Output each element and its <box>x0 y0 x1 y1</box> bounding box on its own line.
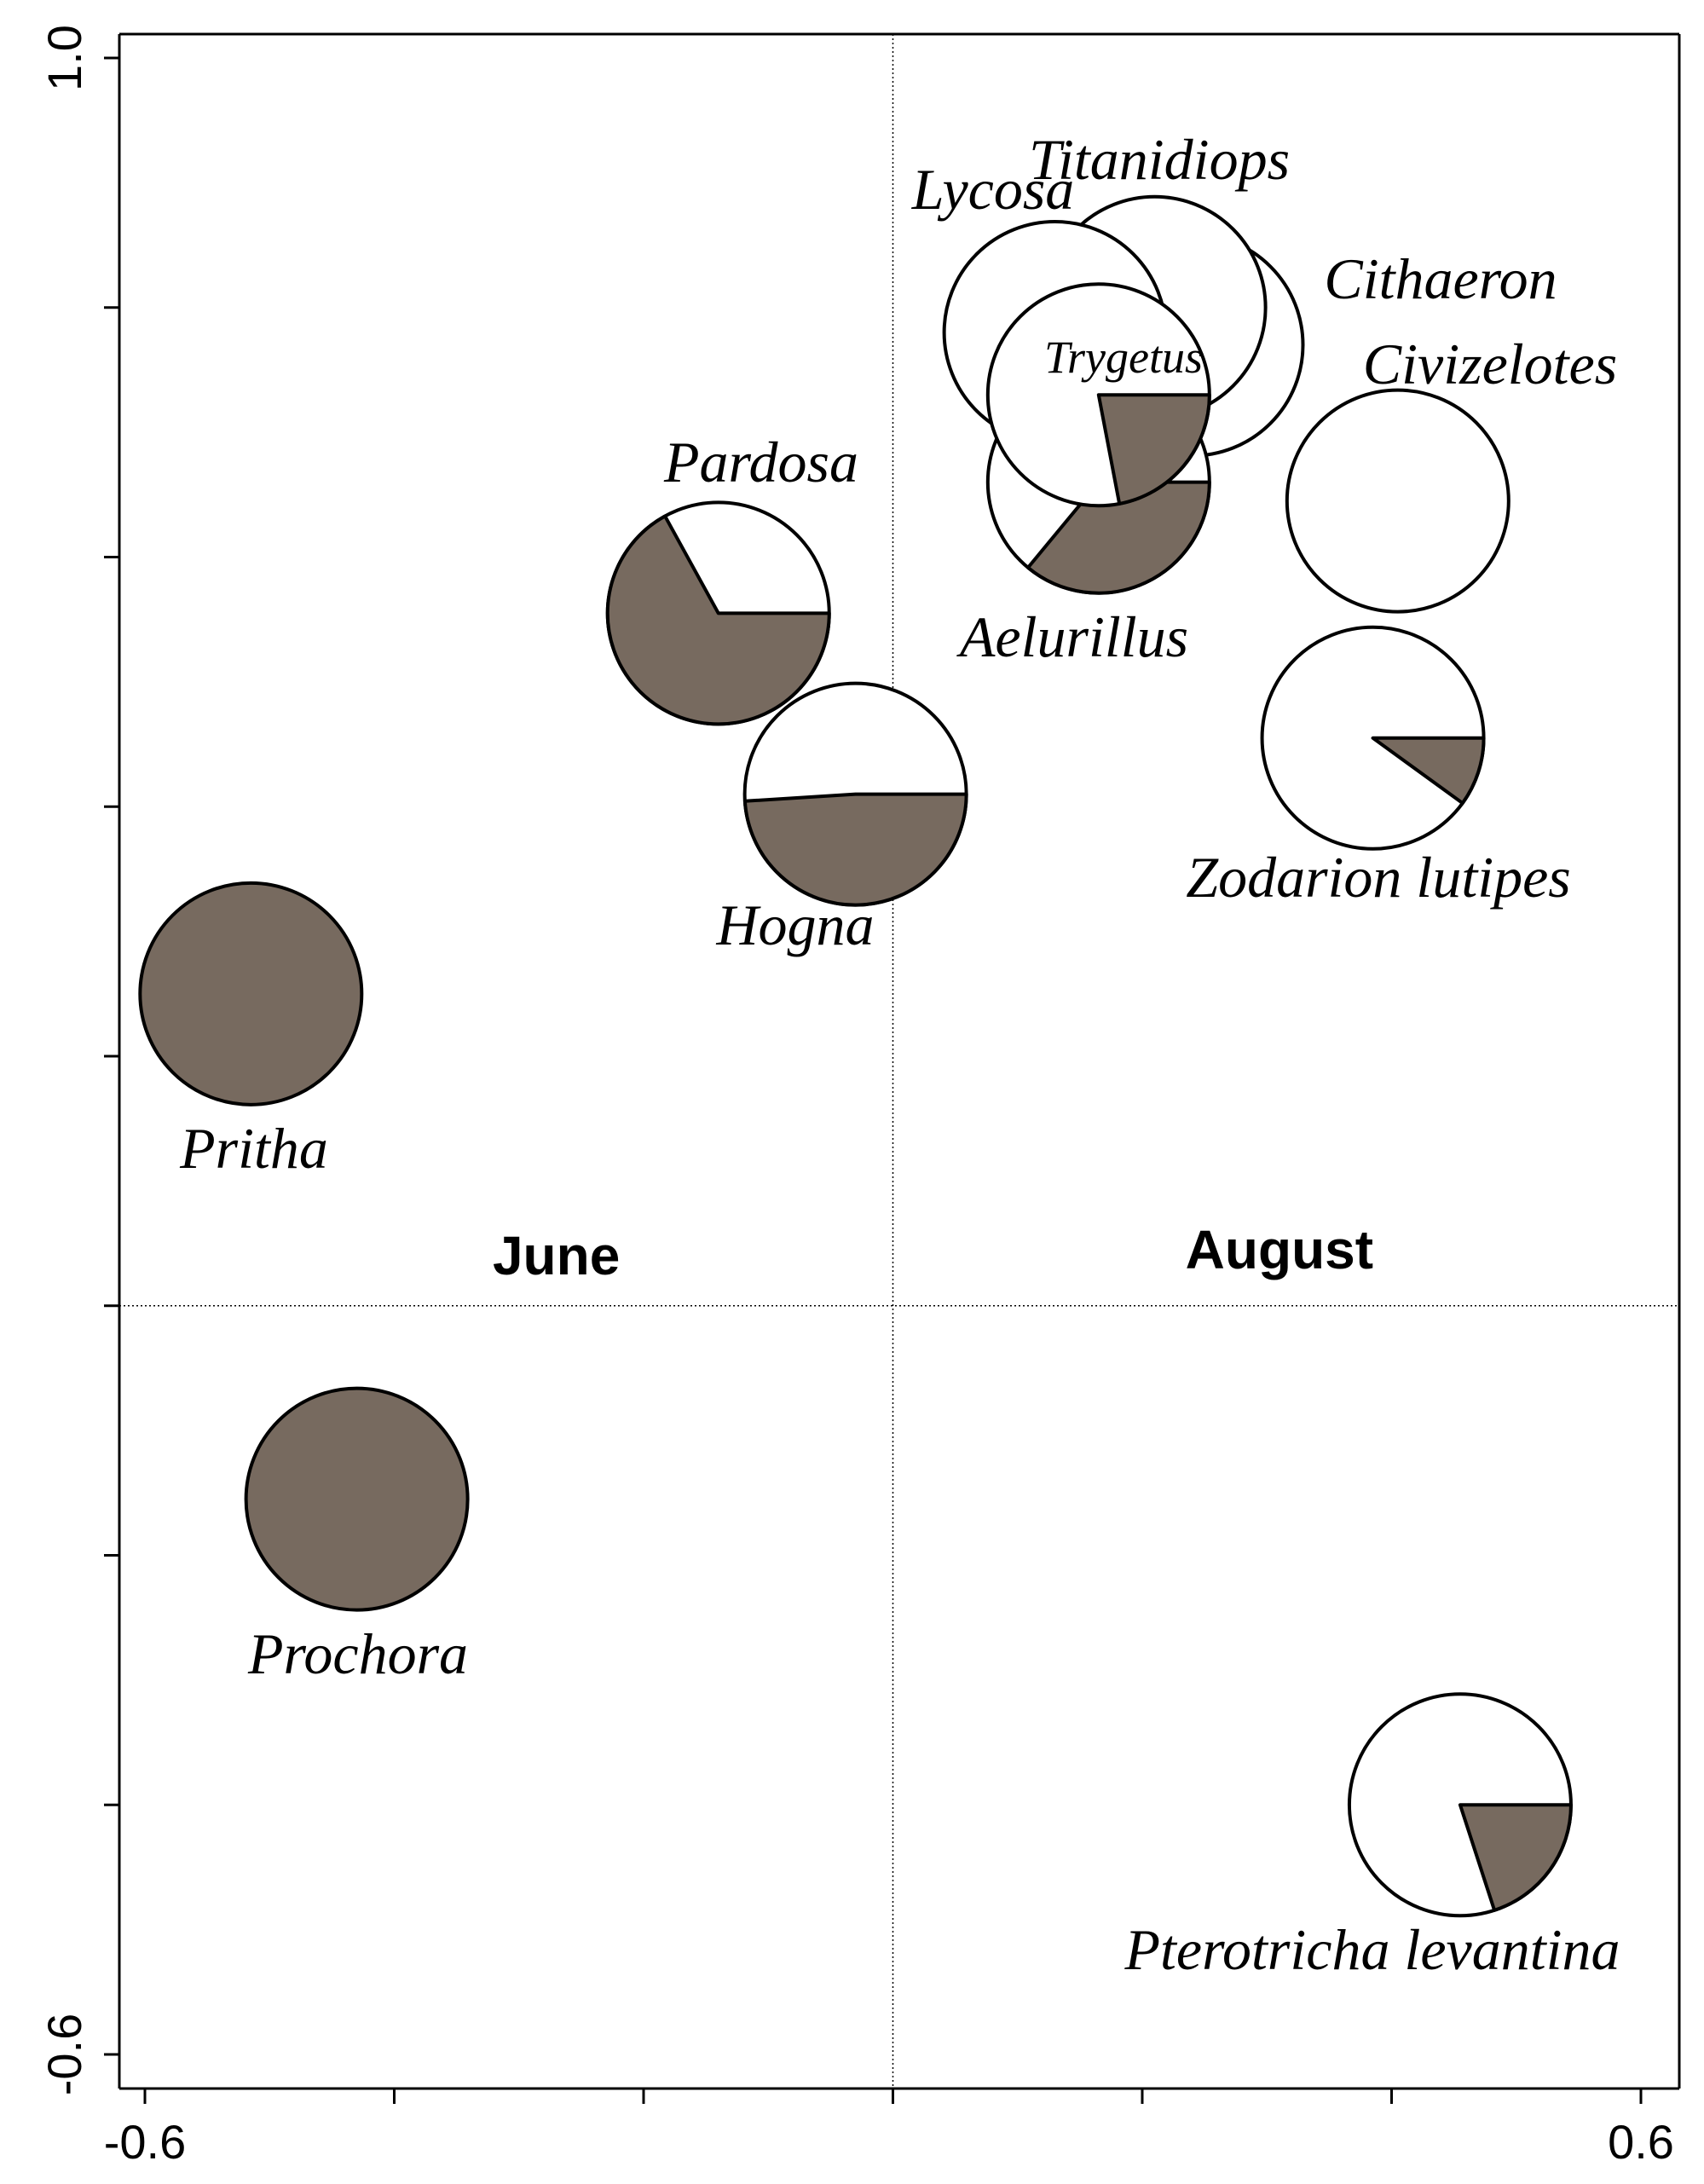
species-label: Cithaeron <box>1324 246 1557 311</box>
x-tick-label: -0.6 <box>104 2115 187 2169</box>
y-tick-label: -0.6 <box>38 2014 91 2096</box>
species-label: Aelurillus <box>956 604 1188 669</box>
species-label: Pardosa <box>663 430 858 494</box>
pie-slice-june <box>742 792 968 907</box>
species-label: Civizelotes <box>1363 332 1617 396</box>
pie-marker <box>742 681 968 907</box>
pie-slice-june <box>1458 1803 1573 1912</box>
pie-marker <box>244 1386 470 1612</box>
pie-marker <box>138 881 364 1106</box>
pie-marker <box>605 500 831 726</box>
pie-marker <box>1285 388 1510 614</box>
pie-slice-june <box>244 1386 470 1612</box>
pie-marker <box>1347 1692 1573 1918</box>
y-tick-label: 1.0 <box>38 25 91 91</box>
species-label: Pritha <box>179 1116 328 1181</box>
quadrant-labels: June August <box>493 1219 1373 1286</box>
quadrant-label: June <box>493 1225 620 1286</box>
axes: -0.6 0.6 -0.6 1.0 <box>38 25 1681 2169</box>
pie-slice-august <box>1285 388 1510 614</box>
pie-slice-june <box>138 881 364 1106</box>
quadrant-label: August <box>1186 1219 1373 1280</box>
species-label: Titanidiops <box>1029 127 1290 192</box>
pie-slice-june <box>1025 480 1211 595</box>
reference-lines <box>119 34 1679 2089</box>
species-label: Zodarion lutipes <box>1186 845 1571 910</box>
species-label: Prochora <box>247 1621 468 1686</box>
species-label: Pterotricha levantina <box>1123 1917 1620 1982</box>
pie-slice-june <box>1371 736 1486 806</box>
pie-marker <box>985 282 1211 508</box>
species-label: Lycosa <box>911 157 1075 222</box>
species-label: Trygetus <box>1044 332 1203 383</box>
pie-slice-june <box>1096 393 1211 506</box>
pie-markers <box>138 194 1573 1918</box>
species-label: Hogna <box>715 893 874 957</box>
x-tick-label: 0.6 <box>1608 2115 1674 2169</box>
pie-marker <box>1260 625 1486 851</box>
pie-slice-june <box>605 514 831 726</box>
